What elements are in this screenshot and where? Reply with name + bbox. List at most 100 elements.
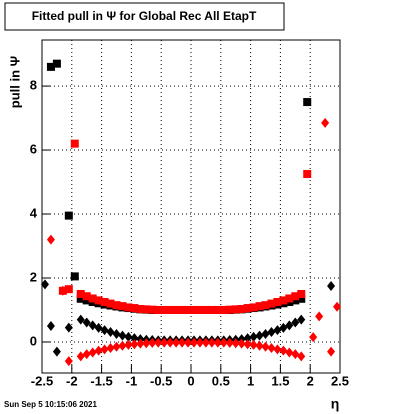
x-tick-label: 0	[187, 373, 194, 388]
x-tick-label: -1.5	[90, 373, 112, 388]
diamond-marker	[178, 337, 187, 348]
chart-title: Fitted pull in Ψ for Global Rec All Etap…	[32, 9, 257, 23]
diamond-marker	[267, 343, 276, 354]
diamond-marker	[291, 349, 300, 360]
square-marker	[219, 305, 228, 314]
diamond-marker	[285, 320, 294, 331]
diamond-marker	[52, 346, 61, 357]
diamond-marker	[148, 337, 157, 348]
x-tick-label: -1	[126, 373, 138, 388]
square-marker	[297, 289, 306, 298]
square-marker	[237, 305, 246, 314]
footer-date: Sun Sep 5 10:15:06 2021	[4, 400, 97, 409]
diamond-marker	[255, 340, 264, 351]
square-marker	[64, 211, 73, 220]
square-marker	[106, 299, 115, 308]
diamond-marker	[273, 325, 282, 336]
square-marker	[142, 305, 151, 314]
diamond-marker	[249, 331, 258, 342]
diamond-marker	[124, 331, 133, 342]
diamond-marker	[327, 346, 336, 357]
square-marker	[273, 297, 282, 306]
diamond-marker	[189, 337, 198, 348]
diamond-marker	[46, 320, 55, 331]
diamond-marker	[124, 339, 133, 350]
y-tick-label: 8	[30, 78, 37, 93]
square-marker	[112, 301, 121, 310]
diamond-marker	[207, 337, 216, 348]
diamond-marker	[297, 351, 306, 362]
x-tick-label: 0.5	[212, 373, 230, 388]
diamond-marker	[273, 344, 282, 355]
diamond-marker	[321, 117, 330, 128]
y-tick-label: 4	[30, 205, 38, 220]
square-marker	[166, 305, 175, 314]
x-tick-label: 2	[307, 373, 314, 388]
square-marker	[76, 294, 85, 303]
square-marker	[291, 292, 300, 301]
diamond-marker	[40, 279, 49, 290]
square-marker	[94, 296, 103, 305]
title-box	[4, 2, 285, 31]
square-marker	[70, 272, 79, 281]
y-axis-label: pull in Ψ	[7, 56, 22, 108]
diamond-marker	[94, 322, 103, 333]
square-marker	[261, 301, 270, 310]
square-marker	[297, 294, 306, 303]
diamond-marker	[249, 339, 258, 350]
diamond-marker	[64, 322, 73, 333]
diamond-marker	[213, 337, 222, 348]
square-marker	[118, 302, 127, 311]
diamond-marker	[112, 341, 121, 352]
diamond-marker	[237, 338, 246, 349]
diamond-marker	[142, 338, 151, 349]
square-marker	[189, 305, 198, 314]
square-marker	[100, 297, 109, 306]
square-marker	[225, 305, 234, 314]
square-marker	[195, 305, 204, 314]
diamond-marker	[267, 327, 276, 338]
square-marker	[249, 303, 258, 312]
diamond-marker	[76, 314, 85, 325]
y-tick-label: 0	[30, 333, 37, 348]
diamond-marker	[118, 340, 127, 351]
diamond-marker	[243, 339, 252, 350]
square-marker	[231, 305, 240, 314]
square-marker	[70, 139, 79, 148]
diamond-marker	[327, 280, 336, 291]
diamond-marker	[297, 314, 306, 325]
square-marker	[303, 170, 312, 179]
square-marker	[46, 62, 55, 71]
diamond-marker	[58, 285, 67, 296]
diamond-marker	[106, 343, 115, 354]
diamond-marker	[285, 347, 294, 358]
square-marker	[130, 304, 139, 313]
x-tick-label: -0.5	[150, 373, 172, 388]
diamond-marker	[279, 322, 288, 333]
diamond-marker	[106, 327, 115, 338]
x-tick-label: -2.5	[31, 373, 53, 388]
square-marker	[207, 305, 216, 314]
x-tick-label: 1	[247, 373, 254, 388]
square-marker	[82, 296, 91, 305]
square-marker	[285, 294, 294, 303]
square-marker	[255, 302, 264, 311]
square-marker	[267, 299, 276, 308]
diamond-marker	[88, 320, 97, 331]
diamond-marker	[136, 338, 145, 349]
square-marker	[136, 305, 145, 314]
diamond-marker	[166, 337, 175, 348]
diamond-marker	[112, 328, 121, 339]
diamond-marker	[243, 333, 252, 344]
diamond-marker	[261, 341, 270, 352]
square-marker	[279, 296, 288, 305]
diamond-marker	[154, 337, 163, 348]
square-marker	[82, 292, 91, 301]
square-marker	[124, 303, 133, 312]
diamond-marker	[231, 338, 240, 349]
square-marker	[201, 305, 210, 314]
diamond-marker	[94, 345, 103, 356]
square-marker	[172, 305, 181, 314]
diamond-marker	[130, 339, 139, 350]
